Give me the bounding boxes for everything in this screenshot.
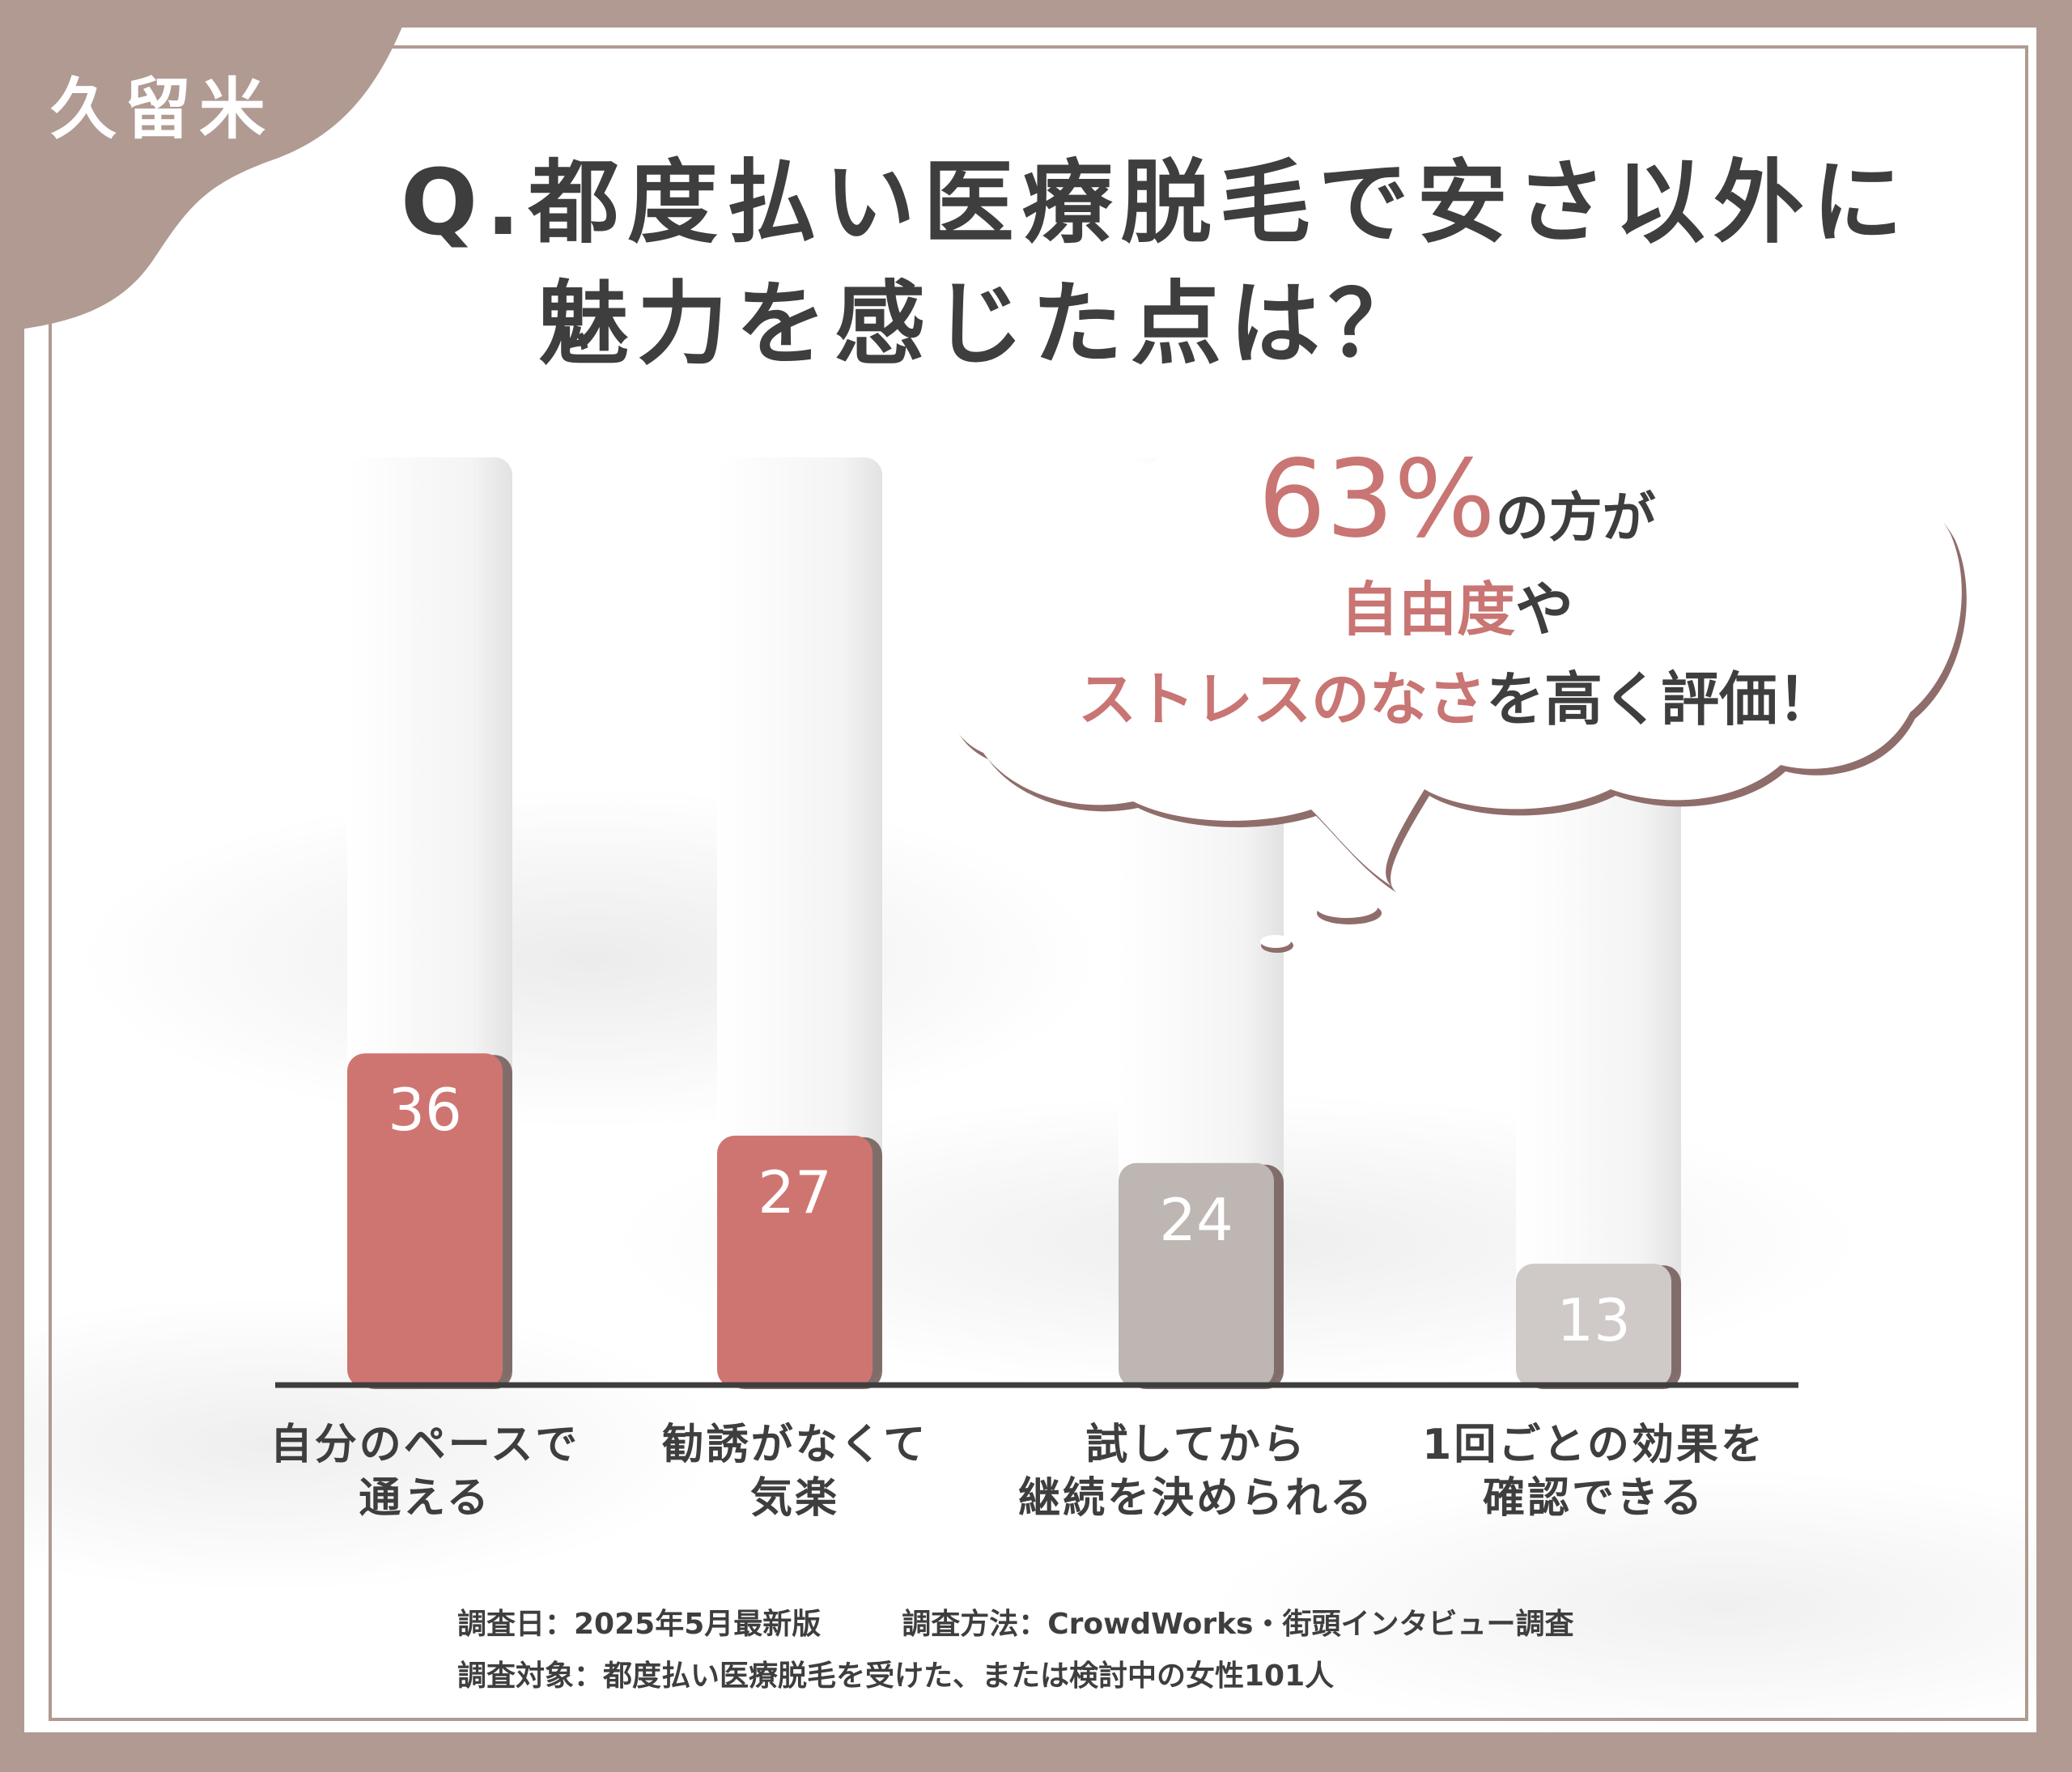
category-label-line: 自分のペースで xyxy=(270,1421,580,1469)
category-label: 試してから継続を決められる xyxy=(994,1418,1399,1525)
corner-tag xyxy=(0,0,413,332)
callout-row-2: 自由度や xyxy=(947,562,1967,647)
corner-label: 久留米 xyxy=(50,71,274,148)
bar xyxy=(717,1135,873,1387)
bar xyxy=(1516,1264,1671,1387)
bars xyxy=(347,1053,1681,1389)
category-label: 1回ごとの効果を 確認できる xyxy=(1391,1418,1796,1525)
bar-value-label: 36 xyxy=(388,1076,462,1144)
category-label: 勧誘がなくて 気楽 xyxy=(592,1418,997,1525)
survey-date: 調査日：2025年5月最新版 xyxy=(457,1608,822,1641)
footer-row-1: 調査日：2025年5月最新版 調査方法：CrowdWorks・街頭インタビュー調査 xyxy=(457,1599,1573,1651)
callout-row-3: ストレスのなさを高く評価！ xyxy=(947,652,1967,737)
speech-bubble xyxy=(942,416,1967,953)
category-label-line: 継続を決められる xyxy=(1017,1474,1374,1523)
category-label-line: 気楽 xyxy=(749,1474,839,1523)
callout-row-3-suffix: を高く評価！ xyxy=(1486,665,1836,733)
bar-value-label: 13 xyxy=(1556,1286,1631,1354)
inner-border xyxy=(49,45,2028,1721)
callout-row-1-suffix: の方が xyxy=(1495,487,1656,549)
chart-card xyxy=(24,28,2036,1732)
callout-percent: 63% xyxy=(1258,437,1496,562)
survey-target: 調査対象：都度払い医療脱毛を受けた、または検討中の女性101人 xyxy=(457,1659,1335,1693)
bar xyxy=(347,1053,503,1387)
callout-row-2-suffix: や xyxy=(1515,576,1574,644)
bar-value-label: 27 xyxy=(758,1158,832,1226)
chart-title-line-2: 魅力を感じた点は？ xyxy=(538,272,1427,377)
category-label-line: 確認できる xyxy=(1483,1474,1705,1523)
bar-value-label: 24 xyxy=(1159,1186,1233,1254)
category-label-line: 通える xyxy=(359,1474,491,1523)
callout-text: 63%の方が 自由度や ストレスのなさを高く評価！ xyxy=(947,437,1967,737)
bar-value-labels: 36 27 24 13 xyxy=(388,1076,1631,1354)
survey-footer: 調査日：2025年5月最新版 調査方法：CrowdWorks・街頭インタビュー調査… xyxy=(457,1599,1573,1702)
bar xyxy=(1119,1162,1274,1387)
category-label-line: 1回ごとの効果を xyxy=(1422,1421,1765,1469)
callout-row-3-accent: ストレスのなさ xyxy=(1077,665,1486,733)
category-label-line: 試してから xyxy=(1085,1421,1307,1469)
callout-row-2-accent: 自由度 xyxy=(1340,576,1515,644)
category-label-line: 勧誘がなくて xyxy=(661,1421,928,1469)
footer-row-2: 調査対象：都度払い医療脱毛を受けた、または検討中の女性101人 xyxy=(457,1651,1573,1702)
callout-row-1: 63%の方が xyxy=(947,437,1967,562)
chart-title-line-1: Q.都度払い医療脱毛で安さ以外に xyxy=(401,151,1911,256)
survey-method: 調査方法：CrowdWorks・街頭インタビュー調査 xyxy=(902,1608,1574,1641)
category-label: 自分のペースで 通える xyxy=(223,1418,627,1525)
